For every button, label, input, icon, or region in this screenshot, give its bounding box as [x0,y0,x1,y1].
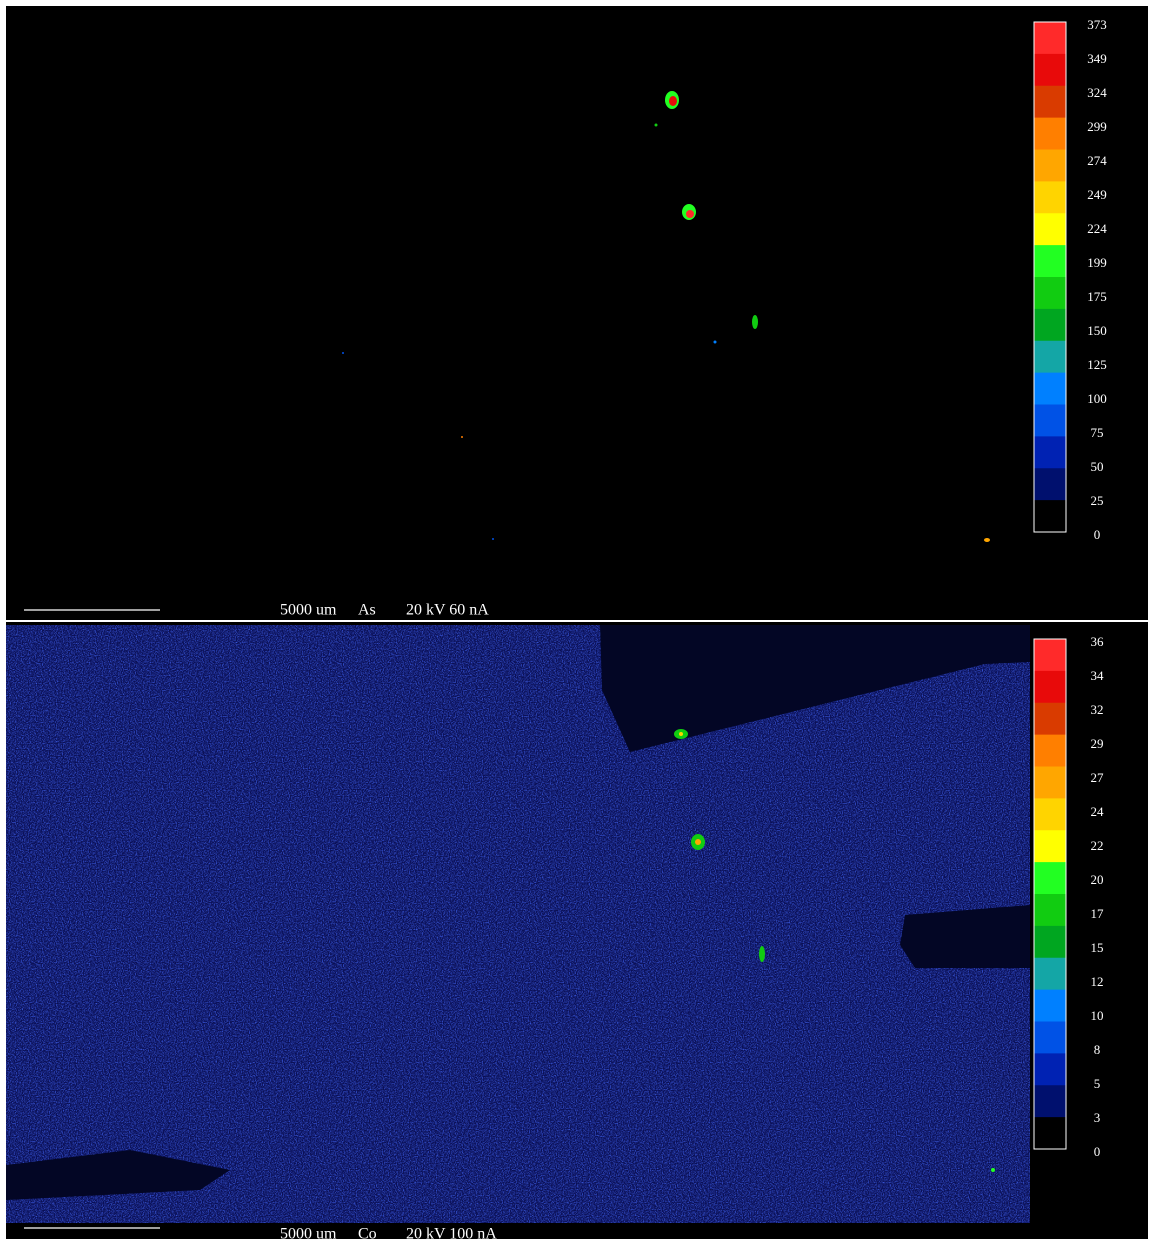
colorbar-swatch [1034,798,1066,830]
colorbar-label: 349 [1087,51,1107,66]
colorbar-swatch [1034,22,1066,54]
colorbar-label: 224 [1087,221,1107,236]
colorbar-swatch [1034,405,1066,437]
colorbar-label: 299 [1087,119,1107,134]
colorbar-label: 0 [1094,527,1101,542]
co-noise [6,625,1030,1223]
panel-as [6,6,1148,620]
colorbar-swatch [1034,245,1066,277]
colorbar-swatch [1034,277,1066,309]
page: {"colorbar_colors": ["#ff2a2a", "#e80a0a… [0,0,1150,1239]
colorbar-swatch [1034,639,1066,671]
colorbar-swatch [1034,181,1066,213]
colorbar-swatch [1034,213,1066,245]
colorbar-label: 10 [1091,1008,1104,1023]
colorbar-swatch [1034,671,1066,703]
colorbar-swatch [1034,703,1066,735]
colorbar-swatch [1034,373,1066,405]
colorbar-label: 125 [1087,357,1107,372]
colorbar-label: 373 [1087,17,1107,32]
colorbar-label: 150 [1087,323,1107,338]
colorbar-label: 20 [1091,872,1104,887]
colorbar-label: 8 [1094,1042,1101,1057]
colorbar-label: 199 [1087,255,1107,270]
colorbar-swatch [1034,436,1066,468]
colorbar-swatch [1034,309,1066,341]
element-label: As [358,602,376,619]
scale-text: 5000 um [280,1226,337,1239]
colorbar-label: 17 [1091,906,1105,921]
colorbar-swatch [1034,767,1066,799]
colorbar-label: 5 [1094,1076,1101,1091]
colorbar-swatch [1034,1117,1066,1149]
colorbar-label: 100 [1087,391,1107,406]
colorbar-swatch [1034,150,1066,182]
colorbar-swatch [1034,862,1066,894]
colorbar-label: 34 [1091,668,1105,683]
conditions-label: 20 kV 100 nA [406,1226,497,1239]
colorbar-swatch [1034,54,1066,86]
colorbar-swatch [1034,830,1066,862]
colorbar-swatch [1034,958,1066,990]
colorbar-label: 0 [1094,1144,1101,1159]
scale-text: 5000 um [280,602,337,619]
colorbar-label: 50 [1091,459,1104,474]
colorbar-label: 12 [1091,974,1104,989]
colorbar-swatch [1034,341,1066,373]
colorbar-label: 32 [1091,702,1104,717]
colorbar-swatch [1034,500,1066,532]
colorbar-swatch [1034,735,1066,767]
colorbar-label: 175 [1087,289,1107,304]
colorbar-label: 22 [1091,838,1104,853]
colorbar-swatch [1034,990,1066,1022]
conditions-label: 20 kV 60 nA [406,602,489,619]
colorbar-label: 25 [1091,493,1104,508]
colorbar-label: 274 [1087,153,1107,168]
colorbar-swatch [1034,1022,1066,1054]
colorbar-label: 15 [1091,940,1104,955]
colorbar-swatch [1034,1053,1066,1085]
element-label: Co [358,1226,377,1239]
colorbar-label: 249 [1087,187,1107,202]
colorbar-label: 24 [1091,804,1105,819]
colorbar-swatch [1034,86,1066,118]
colorbar-label: 3 [1094,1110,1101,1125]
colorbar-label: 27 [1091,770,1105,785]
colorbar-swatch [1034,118,1066,150]
colorbar-swatch [1034,894,1066,926]
colorbar-label: 324 [1087,85,1107,100]
colorbar-label: 75 [1091,425,1104,440]
colorbar-swatch [1034,1085,1066,1117]
colorbar-swatch [1034,926,1066,958]
colorbar-label: 36 [1091,634,1105,649]
colorbar-label: 29 [1091,736,1104,751]
map-figure: 3733493242992742492241991751501251007550… [0,0,1150,1239]
colorbar-swatch [1034,468,1066,500]
